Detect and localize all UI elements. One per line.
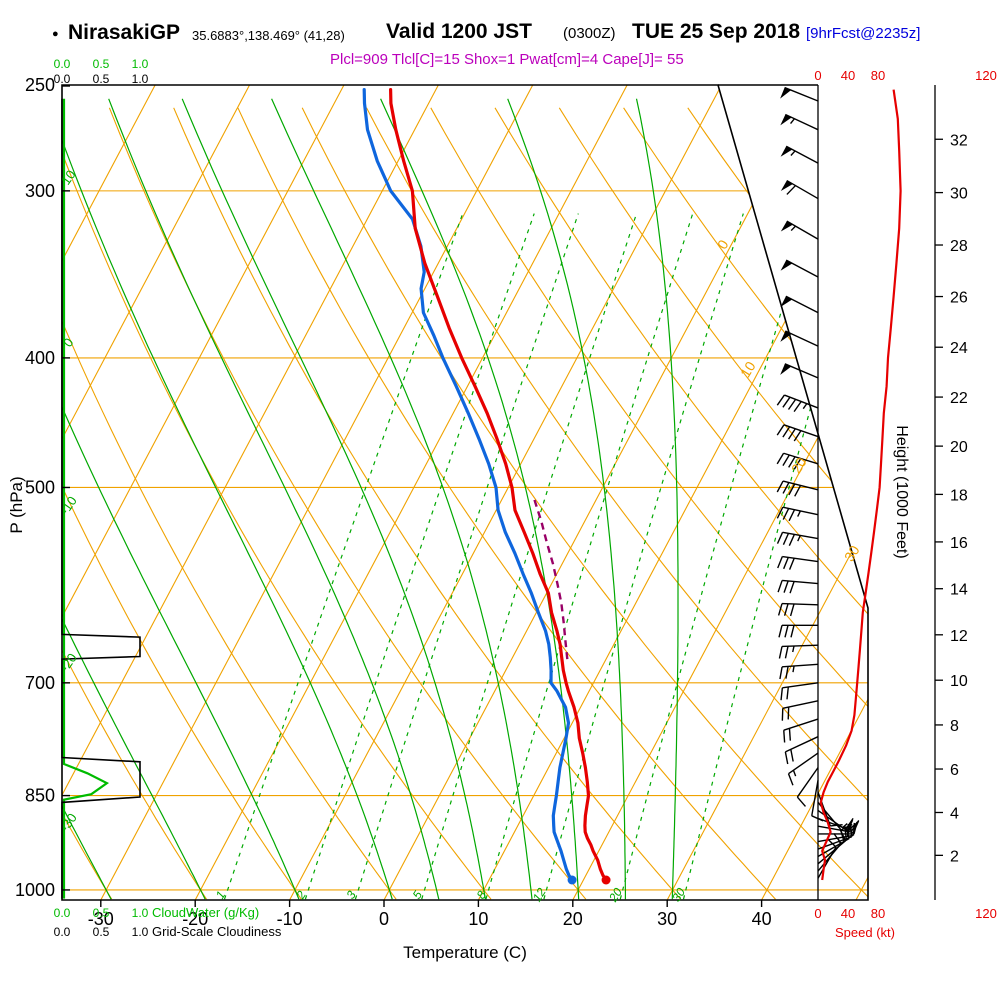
svg-text:-20: -20 xyxy=(57,650,80,674)
svg-text:14: 14 xyxy=(950,582,968,599)
svg-text:Grid-Scale Cloudiness: Grid-Scale Cloudiness xyxy=(152,924,282,939)
svg-text:0.5: 0.5 xyxy=(93,57,110,71)
svg-text:1.0: 1.0 xyxy=(132,72,149,86)
svg-text:30: 30 xyxy=(841,542,863,564)
svg-text:0.5: 0.5 xyxy=(93,72,110,86)
svg-text:24: 24 xyxy=(950,340,968,357)
svg-text:CloudWater (g/Kg): CloudWater (g/Kg) xyxy=(152,905,259,920)
svg-text:12: 12 xyxy=(950,628,968,645)
svg-text:0: 0 xyxy=(814,68,821,83)
svg-text:40: 40 xyxy=(841,68,855,83)
svg-text:18: 18 xyxy=(950,487,968,504)
svg-text:32: 32 xyxy=(950,132,968,149)
plot-border xyxy=(61,84,869,907)
surface-dewpoint-dot xyxy=(567,875,577,885)
svg-text:2: 2 xyxy=(950,848,959,865)
valid-date: TUE 25 Sep 2018 xyxy=(632,20,801,43)
svg-text:40: 40 xyxy=(841,906,855,921)
svg-text:80: 80 xyxy=(871,906,885,921)
svg-text:16: 16 xyxy=(950,535,968,552)
svg-text:20: 20 xyxy=(606,885,626,905)
svg-text:1000: 1000 xyxy=(15,880,55,900)
svg-text:28: 28 xyxy=(950,238,968,255)
svg-text:0.0: 0.0 xyxy=(54,906,71,920)
sounding-parameters: Plcl=909 Tlcl[C]=15 Shox=1 Pwat[cm]=4 Ca… xyxy=(330,51,684,68)
svg-text:120: 120 xyxy=(975,68,997,83)
dewpoint-trace xyxy=(362,87,577,885)
svg-text:0.0: 0.0 xyxy=(54,72,71,86)
svg-text:120: 120 xyxy=(975,906,997,921)
valid-zulu: (0300Z) xyxy=(563,25,616,42)
svg-text:1.0: 1.0 xyxy=(132,906,149,920)
svg-text:850: 850 xyxy=(25,786,55,806)
svg-text:0: 0 xyxy=(379,909,389,929)
station-name: NirasakiGP xyxy=(68,21,181,44)
svg-text:12: 12 xyxy=(530,885,549,904)
svg-text:1.0: 1.0 xyxy=(132,57,149,71)
wind-barbs xyxy=(776,86,860,879)
svg-text:40: 40 xyxy=(752,909,772,929)
svg-text:0.5: 0.5 xyxy=(93,906,110,920)
svg-text:80: 80 xyxy=(871,68,885,83)
svg-text:-10: -10 xyxy=(277,909,303,929)
station-bullet-icon: ● xyxy=(52,28,59,40)
surface-temperature-dot xyxy=(601,875,611,885)
svg-text:10: 10 xyxy=(468,909,488,929)
svg-text:6: 6 xyxy=(950,762,959,779)
svg-text:22: 22 xyxy=(950,390,968,407)
svg-text:20: 20 xyxy=(950,439,968,456)
svg-text:Speed (kt): Speed (kt) xyxy=(835,925,895,940)
svg-text:Height (1000 Feet): Height (1000 Feet) xyxy=(893,425,910,558)
svg-text:10: 10 xyxy=(950,673,968,690)
svg-text:20: 20 xyxy=(563,909,583,929)
svg-text:-30: -30 xyxy=(57,810,80,834)
background-grid xyxy=(62,85,868,900)
svg-text:30: 30 xyxy=(657,909,677,929)
svg-text:P (hPa): P (hPa) xyxy=(7,476,26,533)
svg-text:10: 10 xyxy=(58,167,79,187)
svg-text:26: 26 xyxy=(950,290,968,307)
wind-speed-trace xyxy=(819,89,902,881)
svg-text:300: 300 xyxy=(25,181,55,201)
svg-text:4: 4 xyxy=(950,805,959,822)
svg-text:10: 10 xyxy=(737,358,759,380)
temperature-trace xyxy=(389,87,611,885)
station-coords: 35.6883°,138.469° (41,28) xyxy=(192,28,345,43)
svg-text:500: 500 xyxy=(25,477,55,497)
svg-text:20: 20 xyxy=(788,454,810,476)
svg-text:0.5: 0.5 xyxy=(93,925,110,939)
svg-text:Temperature (C): Temperature (C) xyxy=(403,943,527,962)
cloudwater-trace xyxy=(62,98,110,899)
svg-text:8: 8 xyxy=(950,718,959,735)
svg-text:-20: -20 xyxy=(182,909,208,929)
forecast-lead-badge: [9hrFcst@2235z] xyxy=(806,25,921,42)
svg-text:30: 30 xyxy=(950,186,968,203)
svg-text:700: 700 xyxy=(25,673,55,693)
parcel-trace xyxy=(533,498,569,660)
svg-text:0: 0 xyxy=(814,906,821,921)
svg-text:250: 250 xyxy=(25,75,55,95)
valid-time: Valid 1200 JST xyxy=(386,20,532,43)
svg-text:1.0: 1.0 xyxy=(132,925,149,939)
svg-text:0.0: 0.0 xyxy=(54,57,71,71)
svg-text:400: 400 xyxy=(25,348,55,368)
svg-text:0.0: 0.0 xyxy=(54,925,71,939)
svg-text:-10: -10 xyxy=(57,493,80,517)
svg-text:-30: -30 xyxy=(88,909,114,929)
